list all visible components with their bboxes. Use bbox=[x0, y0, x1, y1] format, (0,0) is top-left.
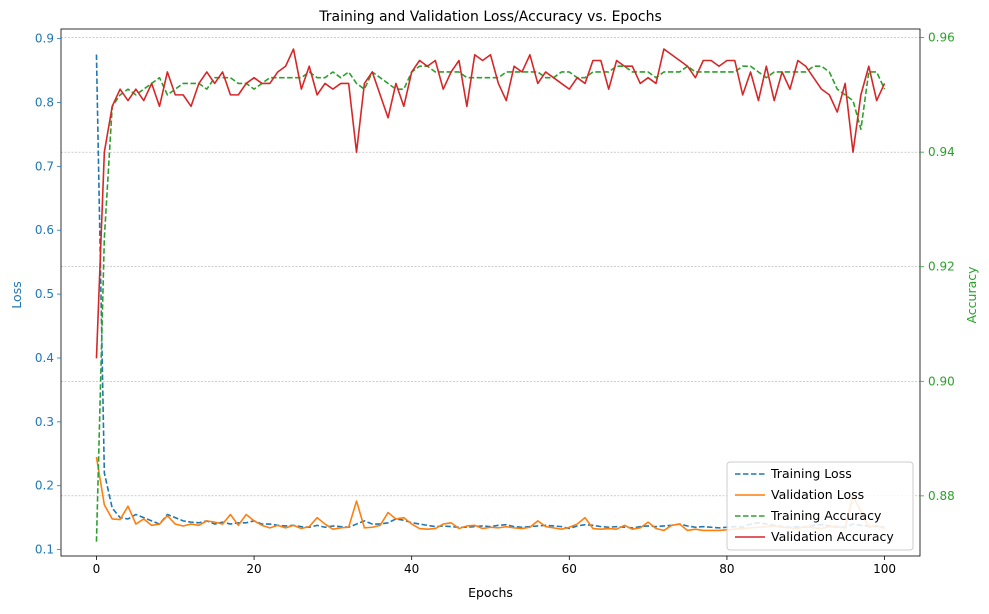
x-tick-label: 80 bbox=[719, 562, 734, 576]
x-tick-label: 20 bbox=[246, 562, 261, 576]
left-y-tick-label: 0.6 bbox=[35, 223, 54, 237]
left-y-tick-label: 0.8 bbox=[35, 95, 54, 109]
right-y-axis-label: Accuracy bbox=[964, 266, 979, 324]
left-y-axis-label: Loss bbox=[9, 281, 24, 308]
left-y-axis: 0.1 0.2 0.3 0.4 0.5 0.6 0.7 0.8 0.9 bbox=[35, 32, 61, 557]
right-y-tick-label: 0.92 bbox=[928, 260, 955, 274]
right-y-axis: 0.88 0.90 0.92 0.94 0.96 bbox=[920, 31, 955, 503]
x-tick-label: 60 bbox=[562, 562, 577, 576]
plot-frame bbox=[60, 28, 921, 557]
left-y-tick-label: 0.4 bbox=[35, 351, 54, 365]
legend-label-training-loss: Training Loss bbox=[770, 466, 852, 481]
legend-label-validation-accuracy: Validation Accuracy bbox=[771, 529, 894, 544]
x-axis: 0 20 40 60 80 100 bbox=[93, 556, 896, 576]
legend-box bbox=[726, 461, 914, 551]
x-tick-label: 0 bbox=[93, 562, 101, 576]
left-y-tick-label: 0.1 bbox=[35, 543, 54, 557]
right-y-tick-label: 0.96 bbox=[928, 31, 955, 45]
left-y-tick-label: 0.3 bbox=[35, 415, 54, 429]
left-y-tick-label: 0.5 bbox=[35, 287, 54, 301]
legend-label-validation-loss: Validation Loss bbox=[771, 487, 864, 502]
left-y-tick-label: 0.7 bbox=[35, 159, 54, 173]
series-line-validation-accuracy bbox=[95, 48, 886, 359]
x-axis-label: Epochs bbox=[468, 585, 513, 600]
right-y-tick-label: 0.94 bbox=[928, 145, 955, 159]
x-tick-label: 40 bbox=[404, 562, 419, 576]
series-line-training-accuracy bbox=[95, 65, 886, 542]
legend-label-training-accuracy: Training Accuracy bbox=[770, 508, 882, 523]
chart-title: Training and Validation Loss/Accuracy vs… bbox=[318, 9, 662, 25]
x-tick-label: 100 bbox=[873, 562, 896, 576]
right-y-tick-label: 0.90 bbox=[928, 374, 955, 388]
right-y-tick-label: 0.88 bbox=[928, 489, 955, 503]
left-y-tick-label: 0.9 bbox=[35, 32, 54, 46]
left-y-tick-label: 0.2 bbox=[35, 479, 54, 493]
legend: Training Loss Validation Loss Training A… bbox=[726, 461, 914, 551]
